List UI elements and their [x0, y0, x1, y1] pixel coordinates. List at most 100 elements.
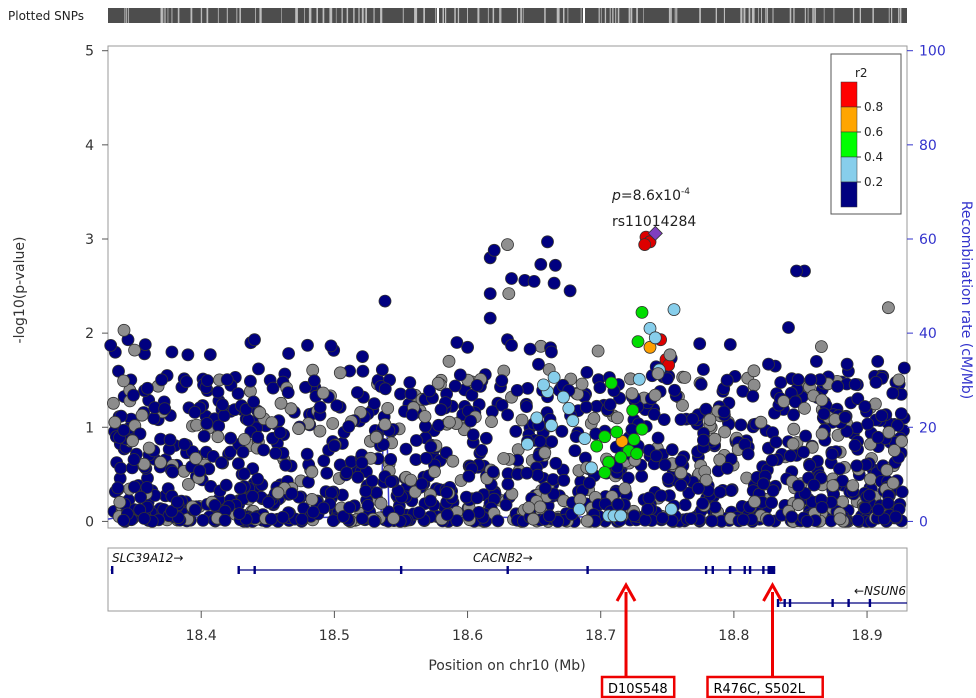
snp-point: [762, 357, 775, 371]
snp-track-gap: [457, 8, 460, 23]
snp-track-gap: [563, 8, 565, 23]
gene-exon: [237, 566, 240, 574]
snp-point: [247, 395, 261, 409]
snp-point: [336, 510, 350, 523]
snp-point: [792, 479, 805, 493]
snp-track-gap: [751, 8, 754, 23]
snp-point: [817, 407, 831, 421]
snp-point: [777, 395, 791, 408]
snp-track-gap: [772, 8, 774, 23]
snp-point: [786, 437, 800, 451]
snp-track-gap: [748, 8, 751, 23]
snp-point: [638, 238, 652, 252]
snp-track-gap: [833, 8, 835, 23]
snp-point: [667, 303, 681, 317]
snp-point: [253, 406, 267, 420]
snp-point: [264, 512, 278, 526]
snp-track-gap: [520, 8, 522, 23]
snp-point: [273, 426, 287, 440]
snp-point: [748, 495, 761, 509]
snp-track-gap: [190, 8, 192, 23]
snp-point: [713, 485, 727, 499]
snp-track-gap: [364, 8, 366, 23]
snp-track-gap: [758, 8, 759, 23]
snp-track-gap: [544, 8, 546, 23]
legend-break-label: 0.2: [864, 175, 883, 189]
snp-point: [605, 376, 618, 390]
snp-point: [693, 337, 707, 351]
snp-point: [217, 409, 231, 423]
snp-point: [138, 338, 152, 352]
legend-color-segment: [840, 156, 858, 183]
snp-point: [431, 376, 445, 390]
snp-point: [450, 336, 464, 349]
snp-point: [487, 243, 501, 257]
snp-point: [327, 439, 341, 453]
snp-point: [317, 454, 331, 468]
snp-point: [305, 465, 319, 479]
snp-point: [635, 422, 649, 436]
snp-point: [418, 410, 432, 423]
snp-point: [251, 430, 265, 444]
snp-point: [127, 480, 141, 494]
snp-track-gap: [164, 8, 166, 23]
snp-track-gap: [609, 8, 611, 23]
snp-point: [696, 496, 709, 510]
snp-point: [483, 287, 497, 301]
snp-point: [292, 422, 306, 436]
snp-point: [651, 367, 665, 381]
snp-point: [840, 424, 854, 438]
snp-point: [557, 390, 570, 404]
snp-point: [361, 498, 375, 512]
snp-point: [248, 333, 261, 347]
snp-point: [611, 411, 624, 425]
marker-label-box: [600, 675, 676, 698]
snp-point: [831, 379, 844, 393]
x-tick-label: 18.6: [452, 628, 483, 644]
snp-point: [158, 402, 172, 416]
snp-point: [265, 416, 279, 430]
snp-track-gap: [617, 8, 620, 23]
gene-exon: [748, 566, 752, 574]
legend-color-segment: [840, 181, 858, 208]
snp-point: [833, 512, 847, 526]
snp-point: [211, 385, 225, 399]
gene-exon: [110, 566, 114, 574]
snp-point: [840, 357, 854, 371]
snp-track-gap: [423, 8, 425, 23]
y-tick-label: 5: [85, 44, 94, 60]
snp-point: [378, 382, 392, 396]
snp-point: [869, 397, 882, 411]
snp-point: [848, 377, 862, 391]
snp-track-gap: [414, 8, 416, 23]
snp-point: [521, 437, 534, 451]
snp-track-gap: [255, 8, 256, 23]
legend-color-segment: [840, 131, 858, 158]
snp-point: [573, 502, 586, 516]
snp-point: [459, 490, 473, 504]
snp-point: [642, 491, 656, 505]
snp-track-gap: [643, 8, 644, 23]
snp-track-gap: [322, 8, 325, 23]
snp-point: [355, 512, 369, 525]
gene-exon: [768, 566, 775, 574]
snp-point: [117, 514, 130, 527]
snp-point: [611, 497, 625, 511]
snp-point: [262, 495, 276, 509]
snp-track-gap: [628, 8, 631, 23]
plotted-snps-track: [108, 8, 907, 23]
snp-point: [547, 370, 561, 384]
snp-point: [785, 510, 799, 524]
snp-point: [316, 386, 330, 400]
snp-point: [359, 484, 373, 498]
snp-point: [147, 412, 161, 425]
snp-point: [285, 487, 299, 500]
snp-point: [219, 478, 233, 492]
snp-point: [782, 321, 795, 334]
gene-exon: [831, 599, 834, 607]
snp-point: [306, 363, 320, 377]
snp-point: [446, 454, 460, 468]
snp-track-gap: [740, 8, 742, 23]
snp-point: [208, 498, 222, 512]
snp-point: [281, 386, 295, 400]
